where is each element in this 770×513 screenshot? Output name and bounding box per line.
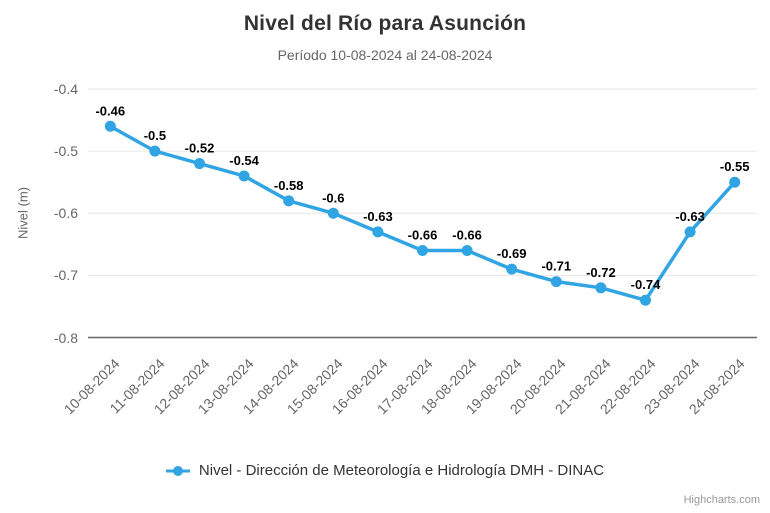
- legend-label: Nivel - Dirección de Meteorología e Hidr…: [198, 462, 605, 479]
- data-label: -0.54: [229, 153, 259, 168]
- data-label: -0.74: [631, 277, 661, 292]
- chart-title: Nivel del Río para Asunción: [243, 12, 527, 35]
- legend-item-nivel[interactable]: Nivel - Dirección de Meteorología e Hidr…: [165, 462, 605, 479]
- data-label: -0.66: [408, 228, 438, 243]
- data-point-marker[interactable]: [372, 226, 384, 238]
- data-label: -0.6: [322, 190, 344, 205]
- data-point-marker[interactable]: [417, 245, 428, 257]
- data-label: -0.72: [586, 265, 616, 280]
- data-label: -0.69: [497, 246, 527, 261]
- chart-subtitle: Período 10-08-2024 al 24-08-2024: [277, 47, 493, 63]
- data-label: -0.46: [95, 103, 125, 118]
- data-point-marker[interactable]: [684, 226, 696, 238]
- y-axis-label: -0.5: [53, 143, 78, 160]
- data-label: -0.71: [541, 259, 571, 274]
- data-point-marker[interactable]: [595, 282, 607, 294]
- y-axis-label: -0.6: [53, 205, 78, 222]
- data-point-marker[interactable]: [729, 176, 741, 188]
- data-point-marker[interactable]: [640, 294, 651, 306]
- legend: Nivel - Dirección de Meteorología e Hidr…: [0, 462, 770, 479]
- data-point-marker[interactable]: [238, 170, 250, 182]
- y-axis-label: -0.4: [53, 81, 78, 97]
- data-point-marker[interactable]: [104, 120, 116, 132]
- y-axis-label: -0.7: [53, 267, 78, 284]
- data-point-marker[interactable]: [283, 195, 295, 207]
- data-label: -0.66: [452, 228, 482, 243]
- data-point-marker[interactable]: [506, 263, 518, 275]
- data-point-marker[interactable]: [149, 145, 161, 157]
- data-point-marker[interactable]: [550, 276, 562, 288]
- data-label: -0.58: [274, 178, 304, 193]
- data-point-marker[interactable]: [194, 158, 205, 170]
- data-label: -0.52: [185, 141, 215, 156]
- data-label: -0.63: [675, 209, 705, 224]
- legend-marker-icon: [165, 465, 190, 476]
- data-label: -0.63: [363, 209, 393, 224]
- data-point-marker[interactable]: [461, 245, 473, 257]
- data-label: -0.55: [720, 159, 750, 174]
- data-point-marker[interactable]: [327, 207, 339, 219]
- y-axis-label: -0.8: [53, 329, 78, 346]
- data-label: -0.5: [144, 128, 166, 143]
- highcharts-credit[interactable]: Highcharts.com: [683, 494, 760, 506]
